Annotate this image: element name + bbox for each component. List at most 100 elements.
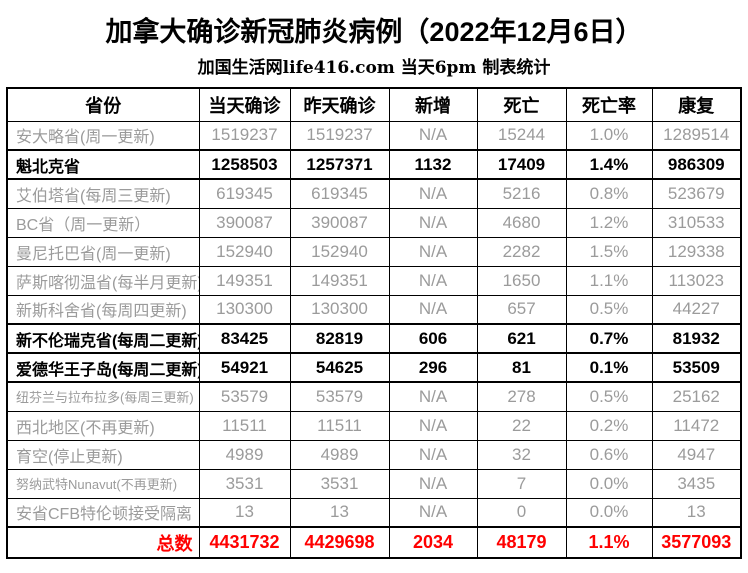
death-rate-cell: 0.8% <box>565 178 653 209</box>
table-row: 魁北克省 1258503 1257371 1132 17409 1.4% 986… <box>6 149 742 180</box>
today-confirmed-cell: 11511 <box>198 410 291 441</box>
table-row: BC省（周一更新） 390087 390087 N/A 4680 1.2% 31… <box>6 207 742 238</box>
yesterday-confirmed-cell: 130300 <box>289 294 390 325</box>
table-row: 爱德华王子岛(每周二更新) 54921 54625 296 81 0.1% 53… <box>6 352 742 383</box>
death-rate-cell: 0.7% <box>565 323 653 354</box>
province-cell: BC省（周一更新） <box>6 207 200 238</box>
table-row: 努纳武特Nunavut(不再更新) 3531 3531 N/A 7 0.0% 3… <box>6 468 742 499</box>
new-cases-cell: N/A <box>388 497 478 528</box>
yesterday-confirmed-cell: 4989 <box>289 439 390 470</box>
deaths-cell: 22 <box>476 410 567 441</box>
table-row: 新不伦瑞克省(每周二更新) 83425 82819 606 621 0.7% 8… <box>6 323 742 354</box>
recovered-cell: 986309 <box>651 149 742 180</box>
header-deaths: 死亡 <box>476 87 567 122</box>
yesterday-confirmed-cell: 53579 <box>289 381 390 412</box>
header-row: 省份 当天确诊 昨天确诊 新增 死亡 死亡率 康复 <box>6 87 742 122</box>
yesterday-confirmed-cell: 11511 <box>289 410 390 441</box>
province-cell: 新斯科舍省(每周四更新) <box>6 294 200 325</box>
table-row: 育空(停止更新) 4989 4989 N/A 32 0.6% 4947 <box>6 439 742 470</box>
new-cases-cell: 296 <box>388 352 478 383</box>
yesterday-confirmed-cell: 82819 <box>289 323 390 354</box>
today-confirmed-cell: 83425 <box>198 323 291 354</box>
new-cases-cell: N/A <box>388 207 478 238</box>
province-cell: 萨斯喀彻温省(每半月更新) <box>6 265 200 296</box>
new-cases-cell: 1132 <box>388 149 478 180</box>
page-subtitle: 加国生活网life416.com 当天6pm 制表统计 <box>197 58 551 78</box>
yesterday-confirmed-cell: 390087 <box>289 207 390 238</box>
yesterday-confirmed-cell: 152940 <box>289 236 390 267</box>
today-confirmed-cell: 13 <box>198 497 291 528</box>
new-cases-cell: N/A <box>388 381 478 412</box>
table-row: 新斯科舍省(每周四更新) 130300 130300 N/A 657 0.5% … <box>6 294 742 325</box>
province-cell: 新不伦瑞克省(每周二更新) <box>6 323 200 354</box>
deaths-cell: 5216 <box>476 178 567 209</box>
province-cell: 魁北克省 <box>6 149 200 180</box>
death-rate-cell: 1.2% <box>565 207 653 238</box>
yesterday-confirmed-cell: 149351 <box>289 265 390 296</box>
province-cell: 西北地区(不再更新) <box>6 410 200 441</box>
death-rate-cell: 1.1% <box>565 526 653 559</box>
province-cell: 爱德华王子岛(每周二更新) <box>6 352 200 383</box>
death-rate-cell: 1.1% <box>565 265 653 296</box>
province-cell: 曼尼托巴省(周一更新) <box>6 236 200 267</box>
deaths-cell: 657 <box>476 294 567 325</box>
deaths-cell: 621 <box>476 323 567 354</box>
table-row: 安大略省(周一更新) 1519237 1519237 N/A 15244 1.0… <box>6 120 742 151</box>
yesterday-confirmed-cell: 13 <box>289 497 390 528</box>
deaths-cell: 15244 <box>476 120 567 151</box>
death-rate-cell: 1.4% <box>565 149 653 180</box>
deaths-cell: 2282 <box>476 236 567 267</box>
yesterday-confirmed-cell: 4429698 <box>289 526 390 559</box>
recovered-cell: 129338 <box>651 236 742 267</box>
header-new-cases: 新增 <box>388 87 478 122</box>
deaths-cell: 0 <box>476 497 567 528</box>
today-confirmed-cell: 149351 <box>198 265 291 296</box>
yesterday-confirmed-cell: 3531 <box>289 468 390 499</box>
header-recovered: 康复 <box>651 87 742 122</box>
death-rate-cell: 0.6% <box>565 439 653 470</box>
today-confirmed-cell: 619345 <box>198 178 291 209</box>
yesterday-confirmed-cell: 1257371 <box>289 149 390 180</box>
today-confirmed-cell: 4431732 <box>198 526 291 559</box>
new-cases-cell: N/A <box>388 236 478 267</box>
death-rate-cell: 1.0% <box>565 120 653 151</box>
recovered-cell: 3435 <box>651 468 742 499</box>
deaths-cell: 81 <box>476 352 567 383</box>
recovered-cell: 25162 <box>651 381 742 412</box>
death-rate-cell: 0.5% <box>565 381 653 412</box>
new-cases-cell: N/A <box>388 120 478 151</box>
death-rate-cell: 0.5% <box>565 294 653 325</box>
total-row: 总数 4431732 4429698 2034 48179 1.1% 35770… <box>6 526 742 559</box>
deaths-cell: 17409 <box>476 149 567 180</box>
table-row: 艾伯塔省(每周三更新) 619345 619345 N/A 5216 0.8% … <box>6 178 742 209</box>
recovered-cell: 81932 <box>651 323 742 354</box>
header-death-rate: 死亡率 <box>565 87 653 122</box>
recovered-cell: 3577093 <box>651 526 742 559</box>
recovered-cell: 310533 <box>651 207 742 238</box>
today-confirmed-cell: 1519237 <box>198 120 291 151</box>
death-rate-cell: 0.2% <box>565 410 653 441</box>
province-cell: 艾伯塔省(每周三更新) <box>6 178 200 209</box>
covid-cases-table: 省份 当天确诊 昨天确诊 新增 死亡 死亡率 康复 安大略省(周一更新) 151… <box>6 87 742 559</box>
recovered-cell: 53509 <box>651 352 742 383</box>
death-rate-cell: 0.0% <box>565 468 653 499</box>
table-row: 西北地区(不再更新) 11511 11511 N/A 22 0.2% 11472 <box>6 410 742 441</box>
new-cases-cell: N/A <box>388 439 478 470</box>
deaths-cell: 4680 <box>476 207 567 238</box>
table-row: 安省CFB特伦顿接受隔离 13 13 N/A 0 0.0% 13 <box>6 497 742 528</box>
today-confirmed-cell: 4989 <box>198 439 291 470</box>
new-cases-cell: N/A <box>388 294 478 325</box>
table-row: 纽芬兰与拉布拉多(每周三更新) 53579 53579 N/A 278 0.5%… <box>6 381 742 412</box>
page-title: 加拿大确诊新冠肺炎病例（2022年12月6日） <box>105 17 643 47</box>
deaths-cell: 48179 <box>476 526 567 559</box>
today-confirmed-cell: 54921 <box>198 352 291 383</box>
deaths-cell: 32 <box>476 439 567 470</box>
yesterday-confirmed-cell: 54625 <box>289 352 390 383</box>
recovered-cell: 4947 <box>651 439 742 470</box>
recovered-cell: 11472 <box>651 410 742 441</box>
province-cell: 努纳武特Nunavut(不再更新) <box>6 468 200 499</box>
recovered-cell: 1289514 <box>651 120 742 151</box>
recovered-cell: 113023 <box>651 265 742 296</box>
deaths-cell: 7 <box>476 468 567 499</box>
new-cases-cell: N/A <box>388 410 478 441</box>
